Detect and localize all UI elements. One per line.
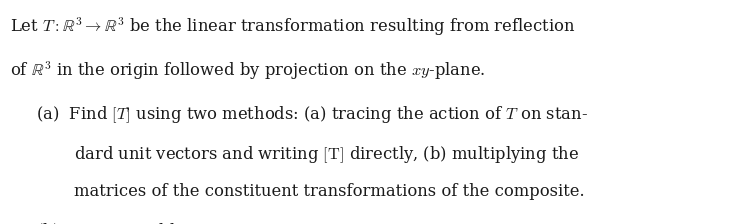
Text: (a)  Find $[T]$ using two methods: (a) tracing the action of $T$ on stan-: (a) Find $[T]$ using two methods: (a) tr…	[36, 104, 588, 125]
Text: dard unit vectors and writing $[\mathrm{T}]$ directly, (b) multiplying the: dard unit vectors and writing $[\mathrm{…	[74, 144, 579, 166]
Text: matrices of the constituent transformations of the composite.: matrices of the constituent transformati…	[74, 183, 584, 200]
Text: Let $T : \mathbb{R}^3 \rightarrow \mathbb{R}^3$ be the linear transformation res: Let $T : \mathbb{R}^3 \rightarrow \mathb…	[10, 16, 575, 38]
Text: (b)  Is $T$ invertible?  Support your answer.: (b) Is $T$ invertible? Support your answ…	[36, 221, 384, 224]
Text: of $\mathbb{R}^3$ in the origin followed by projection on the $xy$-plane.: of $\mathbb{R}^3$ in the origin followed…	[10, 59, 485, 82]
